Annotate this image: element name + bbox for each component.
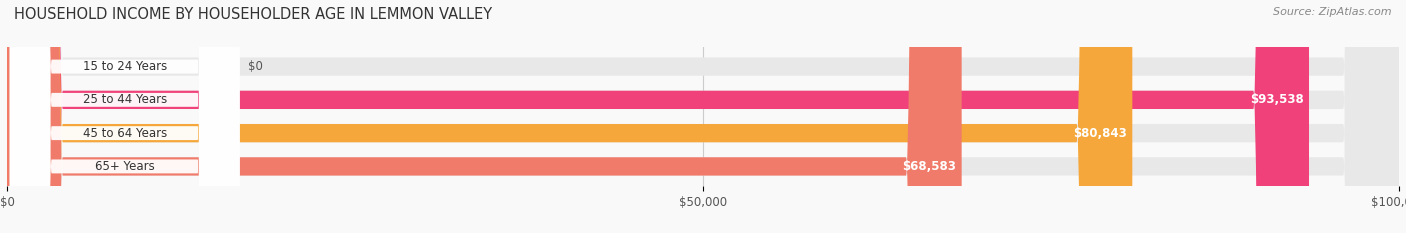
FancyBboxPatch shape <box>10 0 239 233</box>
FancyBboxPatch shape <box>7 0 1132 233</box>
FancyBboxPatch shape <box>7 0 1399 233</box>
Text: $0: $0 <box>247 60 263 73</box>
Text: 25 to 44 Years: 25 to 44 Years <box>83 93 167 106</box>
FancyBboxPatch shape <box>10 0 239 233</box>
Text: 45 to 64 Years: 45 to 64 Years <box>83 127 167 140</box>
FancyBboxPatch shape <box>7 0 962 233</box>
FancyBboxPatch shape <box>10 0 239 233</box>
Text: HOUSEHOLD INCOME BY HOUSEHOLDER AGE IN LEMMON VALLEY: HOUSEHOLD INCOME BY HOUSEHOLDER AGE IN L… <box>14 7 492 22</box>
Text: 65+ Years: 65+ Years <box>94 160 155 173</box>
FancyBboxPatch shape <box>7 0 1399 233</box>
FancyBboxPatch shape <box>7 0 1309 233</box>
FancyBboxPatch shape <box>10 0 239 233</box>
Text: Source: ZipAtlas.com: Source: ZipAtlas.com <box>1274 7 1392 17</box>
FancyBboxPatch shape <box>7 0 1399 233</box>
FancyBboxPatch shape <box>7 0 1399 233</box>
Text: $68,583: $68,583 <box>903 160 956 173</box>
Text: $93,538: $93,538 <box>1250 93 1303 106</box>
Text: 15 to 24 Years: 15 to 24 Years <box>83 60 167 73</box>
Text: $80,843: $80,843 <box>1073 127 1126 140</box>
